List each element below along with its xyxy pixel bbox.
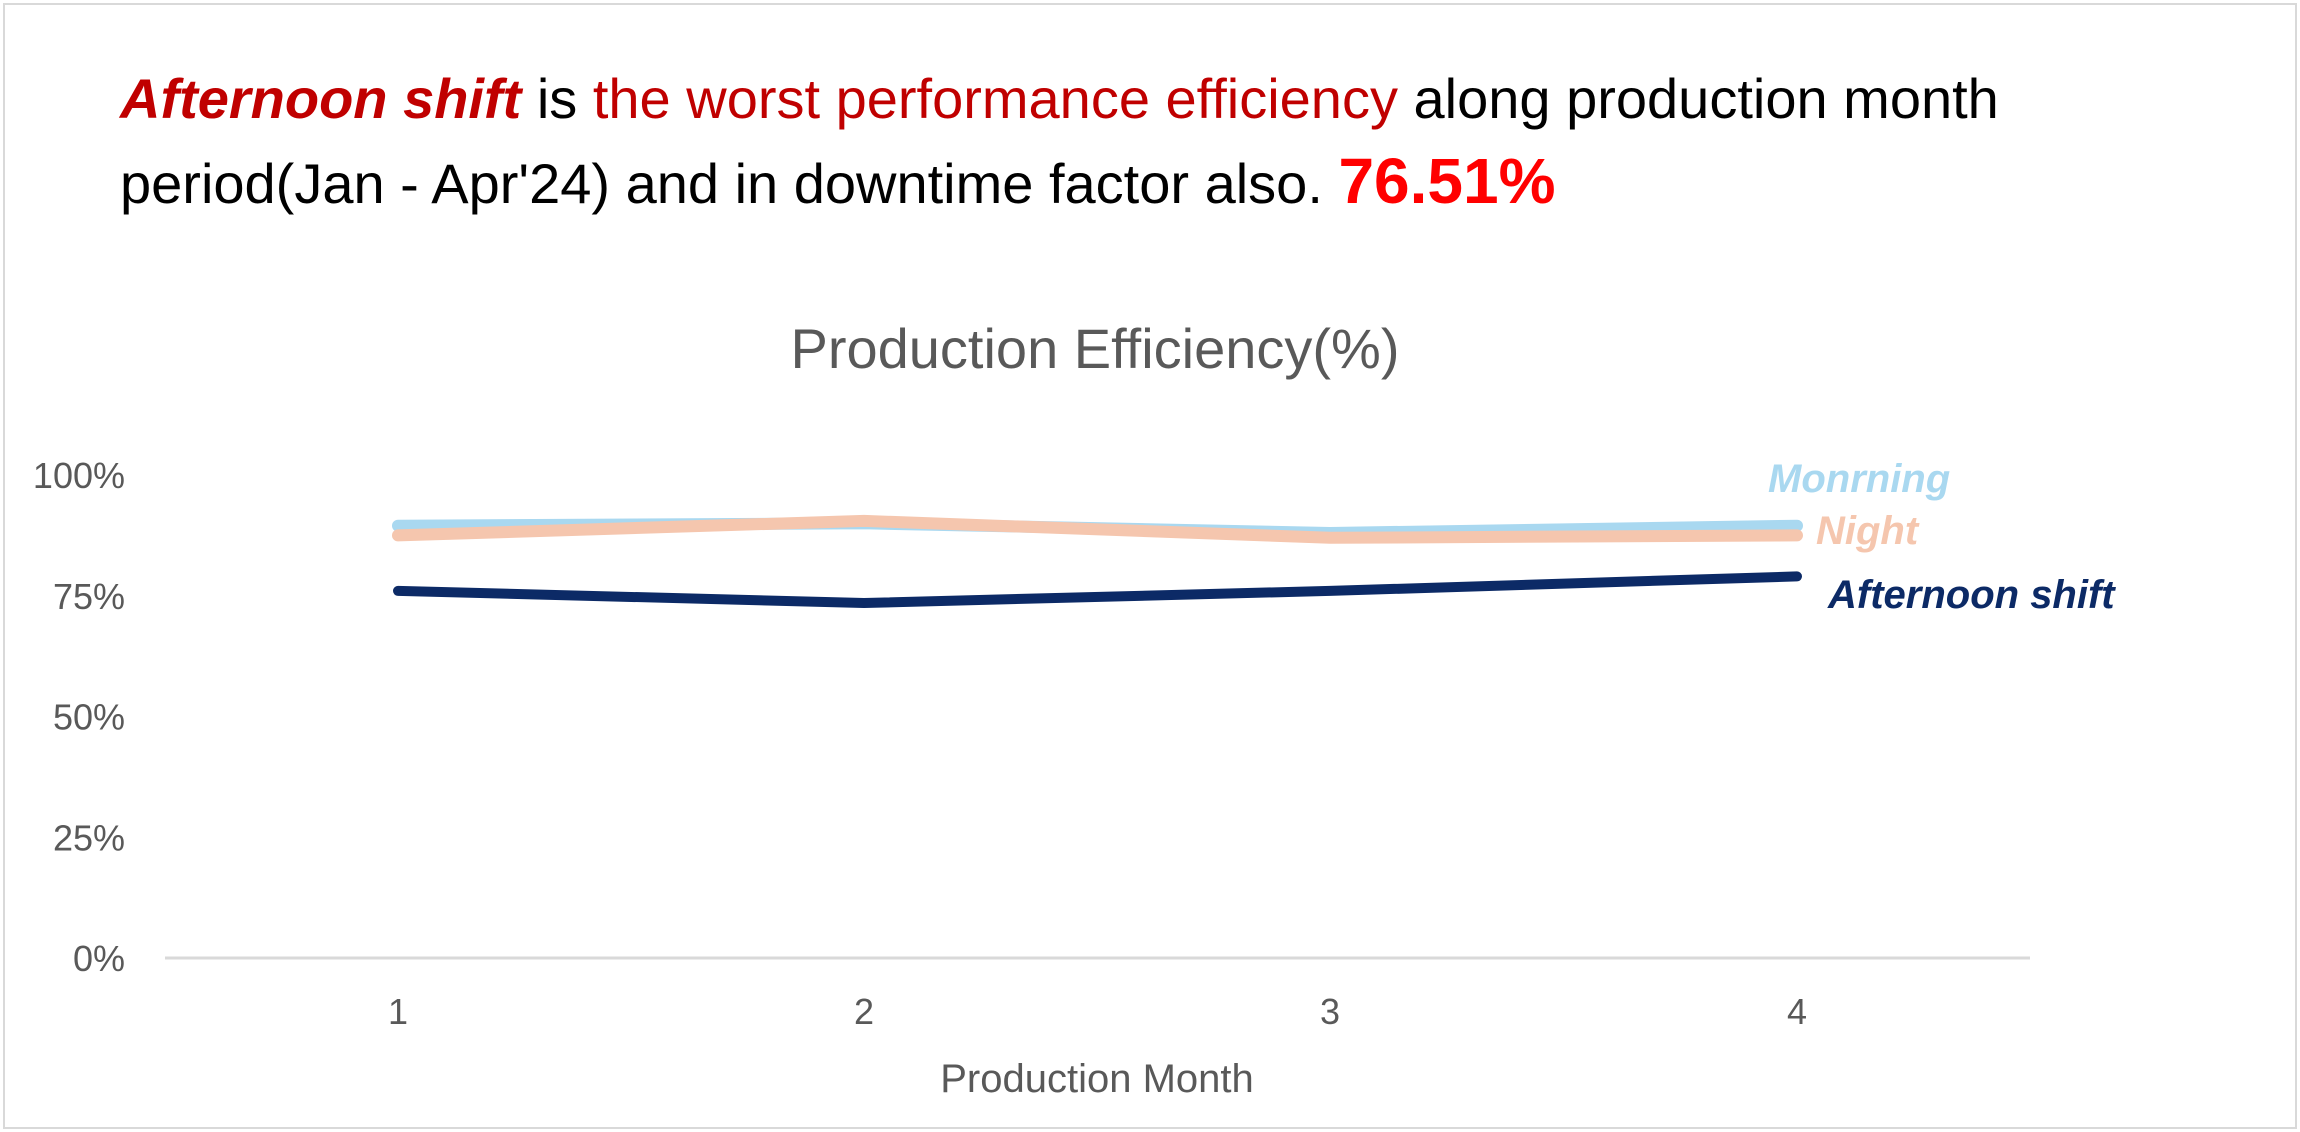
chart-title: Production Efficiency(%) — [791, 317, 1400, 380]
y-axis-ticks: 0% 25% 50% 75% 100% — [33, 455, 125, 979]
x-tick-label: 4 — [1787, 991, 1807, 1032]
series-line-3 — [393, 571, 1802, 608]
y-tick-label: 75% — [53, 576, 125, 617]
series-label-2: Night — [1816, 509, 1920, 553]
x-axis-ticks: 1 2 3 4 — [388, 991, 1807, 1032]
y-tick-label: 100% — [33, 455, 125, 496]
series-line-2 — [392, 514, 1803, 544]
headline-context: along production month period(Jan - Apr'… — [120, 67, 1999, 215]
x-tick-label: 1 — [388, 991, 408, 1032]
headline-text: Afternoon shift is the worst performance… — [120, 58, 2120, 225]
headline-percentage: 76.51% — [1338, 145, 1556, 217]
series-label-3: Afternoon shift — [1827, 573, 2116, 617]
x-tick-label: 3 — [1320, 991, 1340, 1032]
headline-connector: is — [521, 67, 593, 130]
y-tick-label: 25% — [53, 817, 125, 858]
series-labels: Monrning Night Afternoon shift — [1768, 457, 2116, 617]
series-lines — [392, 514, 1803, 608]
y-tick-label: 50% — [53, 697, 125, 738]
headline-claim: the worst performance efficiency — [592, 67, 1398, 130]
y-tick-label: 0% — [73, 938, 125, 979]
x-axis-title: Production Month — [940, 1057, 1254, 1101]
chart-frame — [3, 3, 2297, 1129]
x-tick-label: 2 — [854, 991, 874, 1032]
headline-emphasis: Afternoon shift — [120, 67, 522, 130]
series-label-1: Monrning — [1768, 457, 1950, 501]
